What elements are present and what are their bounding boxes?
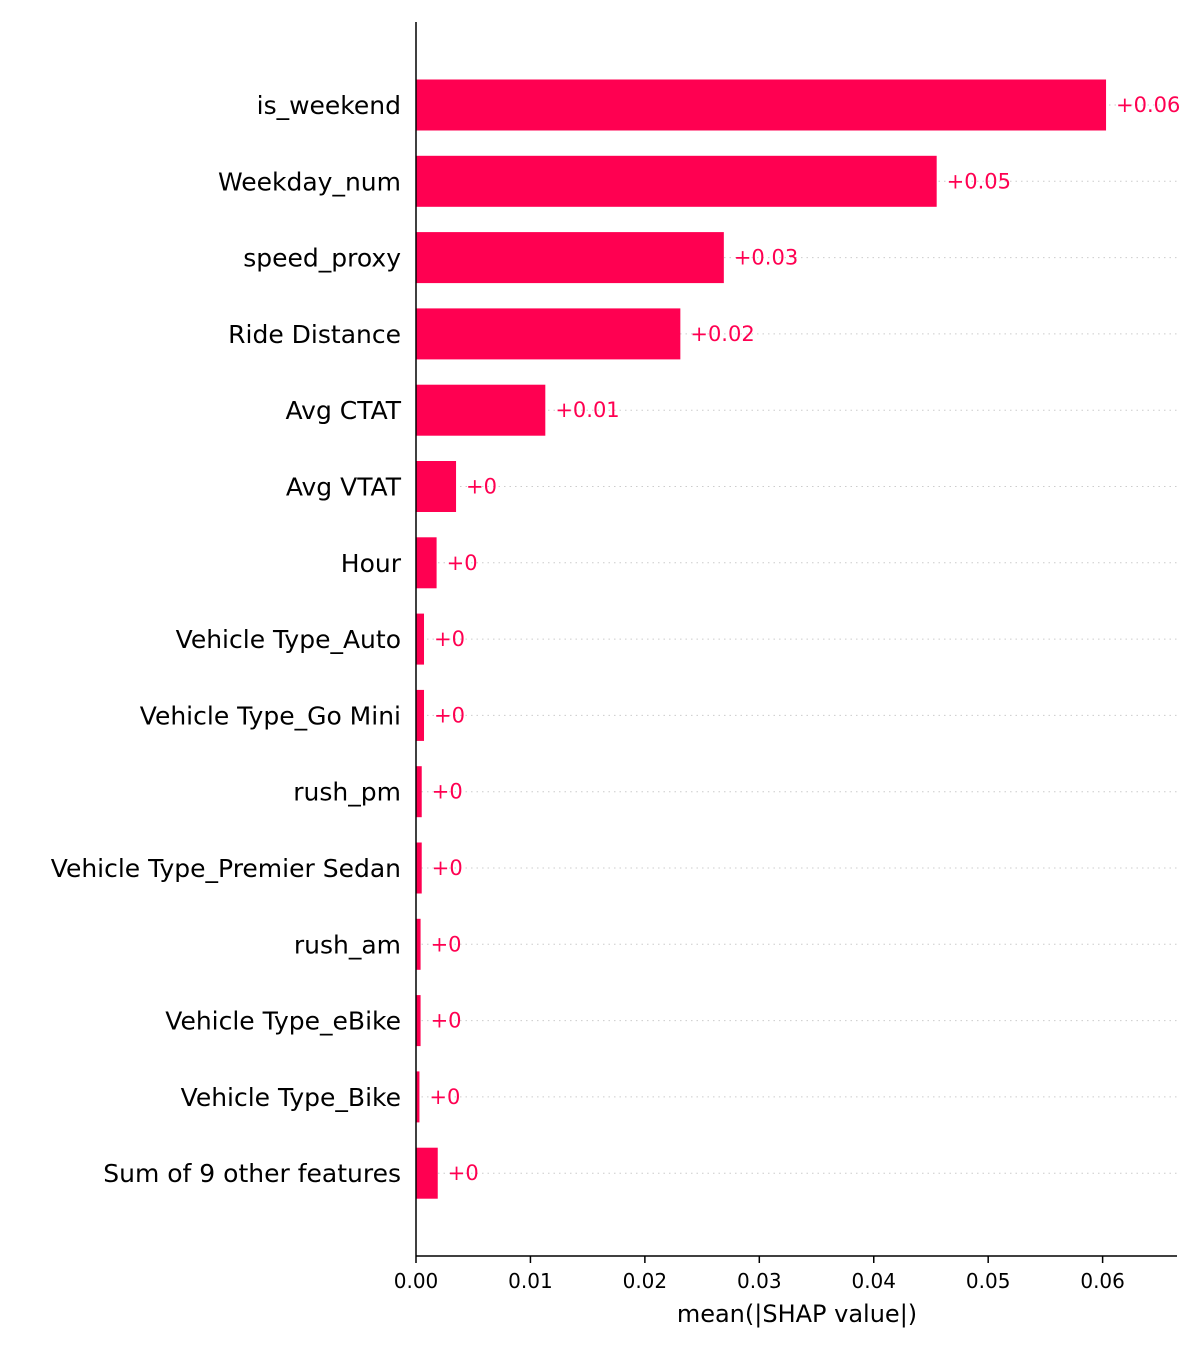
bar (416, 461, 457, 512)
x-tick-label: 0.03 (737, 1269, 782, 1293)
bar (416, 308, 681, 360)
feature-label: rush_pm (293, 778, 401, 807)
bar (416, 1071, 420, 1123)
bar (416, 384, 546, 436)
bar-value-label: +0 (448, 1161, 479, 1185)
feature-label: Avg CTAT (286, 396, 402, 425)
bar-value-label: +0 (431, 1009, 462, 1033)
feature-label: rush_am (294, 930, 401, 959)
bar-value-label: +0 (434, 703, 465, 727)
bar-value-label: +0.01 (555, 398, 619, 422)
feature-label: Vehicle Type_Auto (176, 625, 401, 654)
bar-value-label: +0.02 (690, 322, 754, 346)
bar-value-label: +0 (432, 780, 463, 804)
feature-label: Vehicle Type_Go Mini (140, 701, 401, 730)
bar-value-label: +0 (431, 932, 462, 956)
bar (416, 232, 724, 284)
value-labels-group: +0.06 +0.05 +0.03 +0.02 +0.01 +0 +0 +0 +0 +0 +0 +0 +… (429, 93, 1180, 1185)
bar (416, 79, 1107, 131)
feature-label: is_weekend (257, 91, 401, 120)
feature-label: speed_proxy (243, 244, 401, 273)
bar (416, 1147, 438, 1199)
bar (416, 537, 437, 589)
bar (416, 842, 422, 894)
bar-value-label: +0 (447, 551, 478, 575)
bar-value-label: +0 (429, 1085, 460, 1109)
bar (416, 155, 937, 207)
feature-label: Vehicle Type_eBike (165, 1007, 401, 1036)
feature-label: Vehicle Type_Premier Sedan (51, 854, 401, 883)
feature-label: Sum of 9 other features (103, 1159, 401, 1188)
x-tick-label: 0.00 (394, 1269, 439, 1293)
bar (416, 918, 421, 970)
bar (416, 766, 422, 818)
bar (416, 613, 425, 665)
feature-label: Avg VTAT (286, 473, 402, 502)
x-tick-label: 0.06 (1080, 1269, 1125, 1293)
x-axis-label: mean(|SHAP value|) (677, 1300, 917, 1328)
x-tick-label: 0.04 (851, 1269, 896, 1293)
bar-value-label: +0 (466, 475, 497, 499)
bar-value-label: +0 (434, 627, 465, 651)
feature-labels-group: is_weekend Weekday_num speed_proxy Ride Dis… (51, 91, 402, 1188)
feature-label: Vehicle Type_Bike (181, 1083, 401, 1112)
feature-label: Ride Distance (228, 320, 401, 349)
x-ticks-group: 0.00 0.01 0.02 0.03 0.04 0.05 0.06 (394, 1256, 1125, 1293)
feature-label: Weekday_num (218, 167, 401, 196)
x-tick-label: 0.05 (966, 1269, 1011, 1293)
bar-value-label: +0.05 (947, 169, 1011, 193)
bar-value-label: +0.06 (1116, 93, 1180, 117)
bar (416, 689, 425, 741)
x-tick-label: 0.01 (508, 1269, 553, 1293)
bar (416, 995, 421, 1047)
bars-group (416, 79, 1107, 1199)
bar-value-label: +0.03 (734, 246, 798, 270)
feature-label: Hour (341, 549, 402, 578)
bar-value-label: +0 (432, 856, 463, 880)
x-tick-label: 0.02 (623, 1269, 668, 1293)
